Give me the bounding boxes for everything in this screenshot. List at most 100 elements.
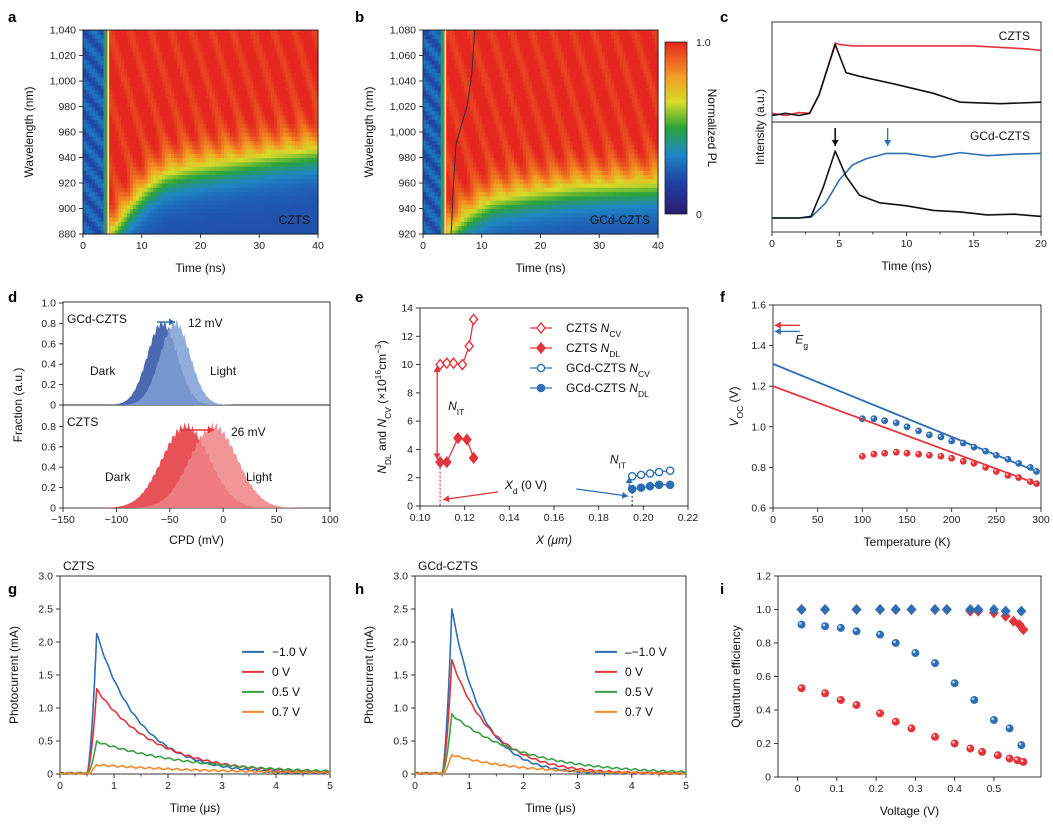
panel-a-cell (156, 106, 160, 112)
panel-b-cell (464, 178, 468, 184)
panel-a-cell (185, 119, 190, 125)
panel-a-cell (224, 115, 228, 120)
panel-a-cell (115, 140, 119, 146)
panel-a-cell (262, 85, 266, 91)
panel-a-cell (127, 225, 131, 231)
panel-b-cell (458, 93, 462, 99)
panel-a-cell (91, 229, 96, 235)
panel-b-cell (472, 55, 477, 61)
panel-b-cell (470, 229, 474, 235)
panel-a-cell (141, 38, 146, 44)
panel-a-cell (315, 59, 319, 65)
panel-a-cell (162, 178, 166, 184)
panel-a-cell (297, 102, 301, 108)
panel-b-cell (487, 221, 492, 227)
panel-a-cell (159, 187, 163, 193)
panel-a-cell (100, 59, 105, 65)
panel-b-cell (431, 183, 436, 188)
panel-a-cell (165, 153, 169, 159)
panel-a-cell (153, 195, 158, 201)
panel-b-cell (437, 170, 442, 176)
panel-a-cell (312, 204, 316, 210)
panel-a-cell (247, 187, 252, 193)
panel-a-cell (179, 161, 184, 167)
panel-a-cell (250, 106, 254, 112)
panel-a-cell (132, 183, 137, 188)
panel-a-cell (144, 93, 149, 99)
panel-a-cell (168, 161, 172, 167)
panel-a-cell (288, 106, 293, 112)
panel-a-cell (312, 187, 316, 193)
panel-a-cell (291, 204, 296, 210)
panel-a-cell (150, 140, 155, 146)
panel-a-cell (200, 229, 205, 235)
panel-a-cell (144, 81, 149, 86)
panel-a-cell (273, 55, 278, 61)
panel-b-cell (467, 38, 471, 44)
panel-a-cell (315, 161, 319, 167)
panel-a-cell (244, 47, 249, 52)
panel-a-cell (309, 166, 313, 171)
panel-a-cell (232, 132, 237, 137)
panel-b-cell (458, 153, 462, 159)
panel-b-cell (437, 212, 442, 218)
panel-a-cell (241, 110, 246, 116)
panel-a-cell (153, 229, 158, 235)
panel-a-cell (291, 51, 296, 57)
panel-a-cell (121, 102, 125, 108)
panel-a-cell (97, 195, 102, 201)
panel-a-cell (200, 51, 205, 57)
panel-a-cell (83, 204, 87, 210)
panel-a-cell (130, 106, 134, 112)
panel-a-cell (109, 229, 113, 235)
panel-a-cell (94, 102, 99, 108)
panel-a-cell (271, 229, 275, 235)
panel-a-cell (312, 191, 316, 197)
panel-a-cell (174, 51, 178, 57)
panel-a-cell (259, 59, 263, 65)
panel-b-cell (449, 93, 453, 99)
panel-a-cell (303, 89, 307, 95)
panel-a-cell (288, 229, 293, 235)
panel-a-cell (276, 102, 281, 108)
panel-b-cell (470, 140, 474, 146)
panel-a-cell (265, 72, 269, 78)
panel-a-cell (174, 72, 178, 78)
panel-a-cell (221, 115, 225, 120)
panel-b-cell (446, 93, 451, 99)
panel-a-cell (156, 34, 160, 40)
panel-a-cell (188, 157, 193, 163)
panel-a-cell (265, 221, 269, 227)
panel-a-cell (88, 161, 93, 167)
panel-a-cell (235, 123, 240, 129)
panel-b-cell (440, 93, 445, 99)
panel-a-cell (135, 89, 140, 95)
panel-a-cell (97, 106, 102, 112)
panel-b-cell (449, 212, 453, 218)
panel-a-cell (235, 187, 240, 193)
panel-a-cell (162, 166, 166, 171)
panel-a-cell (203, 93, 207, 99)
panel-a-cell (273, 200, 278, 205)
panel-b-cell (428, 115, 433, 120)
panel-a-cell (288, 136, 293, 142)
panel-b-cell (423, 132, 427, 137)
panel-a-cell (253, 208, 257, 214)
panel-a-cell (112, 81, 116, 86)
panel-a-cell (100, 51, 105, 57)
panel-a-cell (285, 183, 290, 188)
panel-b-cell (467, 115, 471, 120)
panel-b-cell (423, 51, 427, 57)
panel-a-cell (226, 42, 231, 48)
panel-a-cell (171, 178, 175, 184)
panel-b-cell (475, 149, 480, 154)
panel-a-cell (194, 225, 199, 231)
panel-a-cell (312, 161, 316, 167)
panel-a-cell (247, 200, 252, 205)
panel-a-cell (83, 47, 87, 52)
panel-b-cell (440, 221, 445, 227)
panel-a-cell (127, 195, 131, 201)
panel-a-cell (206, 191, 210, 197)
panel-b-cell (440, 183, 445, 188)
panel-a-cell (273, 30, 278, 35)
